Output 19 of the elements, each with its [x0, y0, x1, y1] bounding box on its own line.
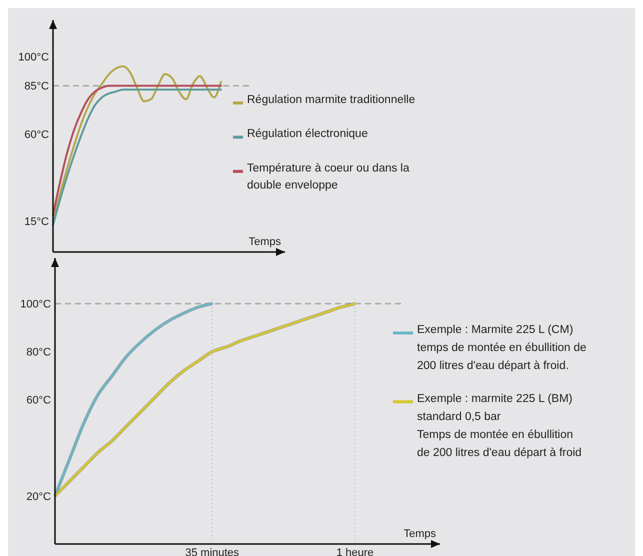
y-tick-label: 100°C: [20, 298, 52, 311]
x-tick-label: 1 heure: [336, 547, 374, 556]
line-series: [52, 65, 222, 222]
legend-label: Régulation marmite traditionnelle: [247, 94, 416, 106]
legend-label: Exemple : marmite 225 L (BM) standard 0,5 bar Temps de montée en ébullition de 200 litres d'eau départ à froid: [417, 392, 582, 459]
x-tick-label: 35 minutes: [185, 547, 240, 556]
legend-label: Température à coeur ou dans la double enveloppe: [247, 162, 410, 192]
line-series: [53, 302, 357, 498]
x-axis-title: Temps: [404, 528, 436, 540]
y-tick-label: 60°C: [24, 128, 50, 141]
y-tick-label: 100°C: [18, 52, 50, 64]
y-tick-label: 60°C: [26, 394, 52, 407]
y-tick-label: 15°C: [24, 216, 50, 228]
y-tick-label: 20°C: [26, 490, 52, 503]
legend-label: Exemple : Marmite 225 L (CM) temps de montée en ébullition de 200 litres d'eau départ à froid.: [417, 324, 586, 372]
x-axis-title: Temps: [248, 236, 282, 248]
y-tick-label: 80°C: [26, 346, 52, 359]
legend-label: Régulation électronique: [247, 128, 368, 140]
y-tick-label: 85°C: [24, 80, 50, 93]
